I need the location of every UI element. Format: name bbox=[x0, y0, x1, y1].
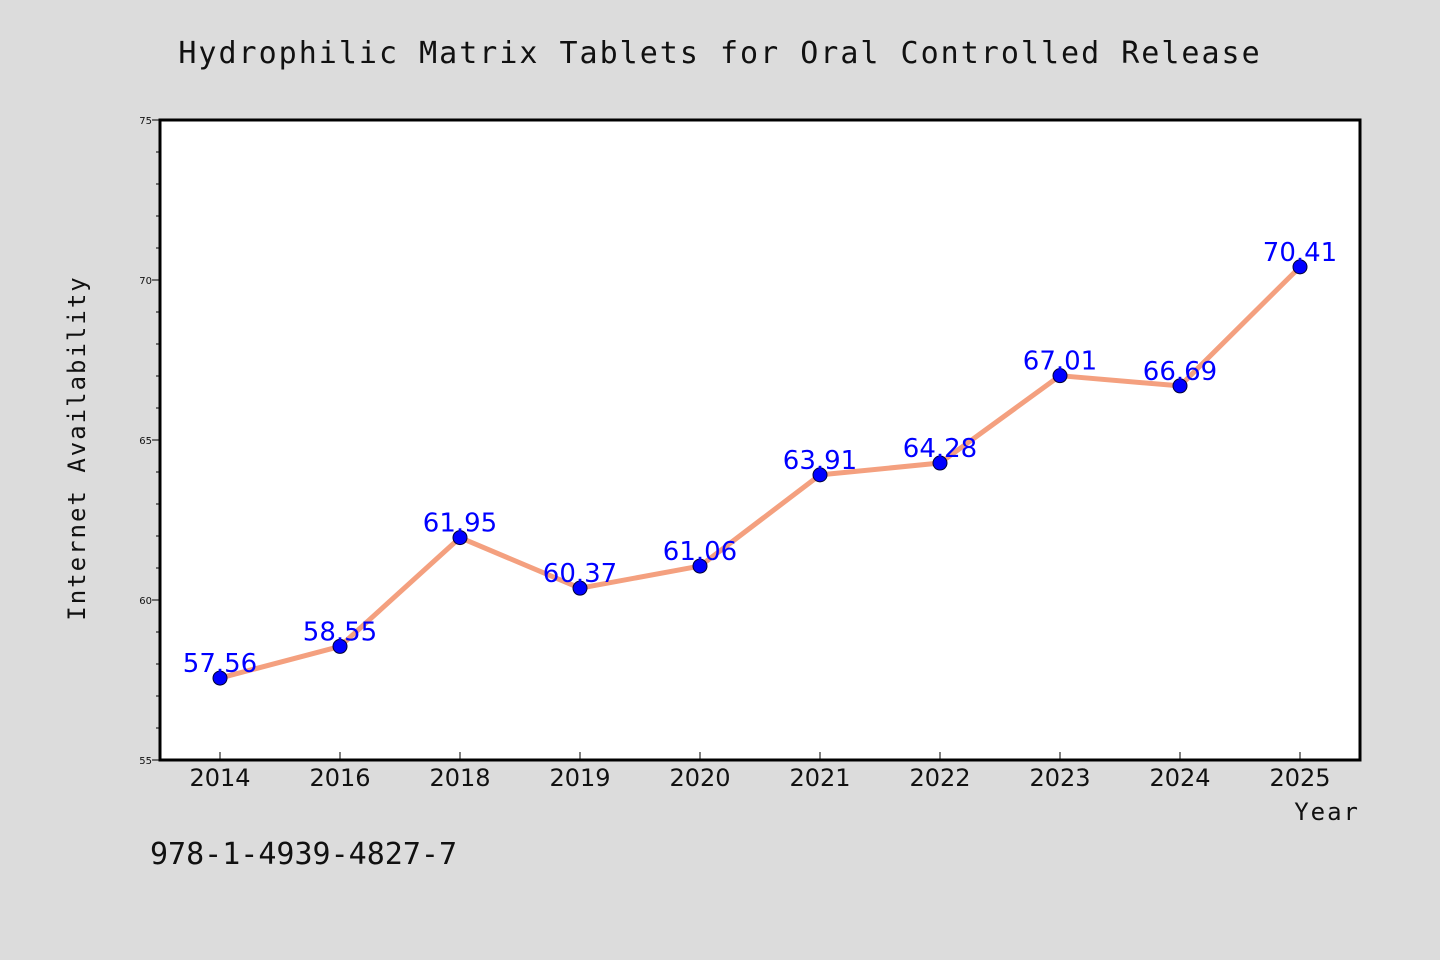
data-point bbox=[692, 558, 708, 574]
data-label: 61.06 bbox=[663, 537, 737, 567]
x-tick-label: 2021 bbox=[789, 764, 850, 792]
x-tick-label: 2025 bbox=[1269, 764, 1330, 792]
data-label: 66.69 bbox=[1143, 357, 1217, 387]
y-tick-label: 75 bbox=[139, 116, 152, 127]
plot-area bbox=[160, 120, 1360, 760]
data-label: 61.95 bbox=[423, 509, 497, 539]
y-axis-ticks: 55 60 65 70 75 bbox=[139, 116, 160, 767]
chart-title: Hydrophilic Matrix Tablets for Oral Cont… bbox=[178, 36, 1261, 71]
x-tick-label: 2022 bbox=[909, 764, 970, 792]
x-tick-label: 2020 bbox=[669, 764, 730, 792]
plot-frame bbox=[158, 118, 1362, 762]
x-tick-label: 2023 bbox=[1029, 764, 1090, 792]
data-point bbox=[572, 580, 588, 596]
data-point bbox=[1052, 368, 1068, 384]
data-labels-layer: 57.56 58.55 61.95 60.37 61.06 63.91 64.28 67.01… bbox=[183, 238, 1337, 679]
data-label: 58.55 bbox=[303, 617, 377, 647]
data-point bbox=[932, 455, 948, 471]
data-point bbox=[1172, 378, 1188, 394]
y-tick-label: 55 bbox=[139, 756, 152, 767]
x-tick-label: 2024 bbox=[1149, 764, 1210, 792]
y-tick-label: 65 bbox=[139, 436, 152, 447]
x-tick-label: 2014 bbox=[189, 764, 250, 792]
x-axis-label: Year bbox=[1294, 798, 1360, 826]
data-label: 57.56 bbox=[183, 649, 257, 679]
series-line bbox=[217, 264, 1303, 681]
y-tick-label: 70 bbox=[139, 276, 152, 287]
data-label: 67.01 bbox=[1023, 347, 1097, 377]
data-point bbox=[452, 530, 468, 546]
data-label: 64.28 bbox=[903, 434, 977, 464]
x-tick-label: 2018 bbox=[429, 764, 490, 792]
isbn-text: 978-1-4939-4827-7 bbox=[150, 837, 457, 872]
y-axis-label: Internet Availability bbox=[63, 275, 91, 620]
data-point bbox=[332, 638, 348, 654]
data-label: 60.37 bbox=[543, 559, 617, 589]
x-axis-ticks: 2014 2016 2018 2019 2020 2021 2022 2023 2024 2025 bbox=[189, 752, 1331, 792]
x-tick-label: 2016 bbox=[309, 764, 370, 792]
data-label: 63.91 bbox=[783, 446, 857, 476]
series-layer bbox=[212, 259, 1308, 686]
data-point bbox=[212, 670, 228, 686]
data-point bbox=[812, 467, 828, 483]
y-tick-label: 60 bbox=[139, 596, 152, 607]
data-point bbox=[1292, 259, 1308, 275]
data-label: 70.41 bbox=[1263, 238, 1337, 268]
x-tick-label: 2019 bbox=[549, 764, 610, 792]
